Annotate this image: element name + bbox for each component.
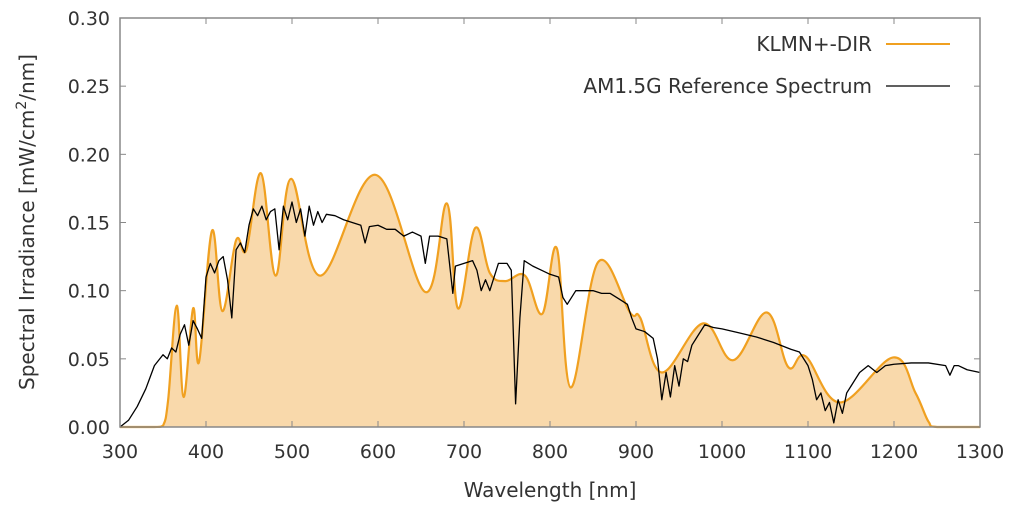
legend-label-am15g: AM1.5G Reference Spectrum bbox=[583, 74, 872, 98]
x-tick-label: 400 bbox=[188, 441, 224, 463]
x-tick-label: 900 bbox=[618, 441, 654, 463]
y-tick-label: 0.05 bbox=[68, 349, 110, 371]
x-tick-label: 600 bbox=[360, 441, 396, 463]
x-tick-label: 1100 bbox=[784, 441, 832, 463]
y-axis-ticks: 0.00 0.05 0.10 0.15 0.20 0.25 0.30 bbox=[68, 8, 980, 439]
x-tick-label: 700 bbox=[446, 441, 482, 463]
x-tick-label: 800 bbox=[532, 441, 568, 463]
am15g-series-line bbox=[119, 201, 981, 428]
x-axis-ticks: 300 400 500 600 700 800 900 1000 1100 1200 1300 bbox=[102, 18, 1004, 463]
plot-marks bbox=[119, 172, 981, 429]
x-tick-label: 500 bbox=[274, 441, 310, 463]
x-axis-label: Wavelength [nm] bbox=[464, 478, 637, 502]
x-tick-label: 1000 bbox=[698, 441, 746, 463]
x-tick-label: 300 bbox=[102, 441, 138, 463]
klmn-series-line bbox=[120, 172, 980, 429]
legend-label-klmn: KLMN+-DIR bbox=[756, 32, 872, 56]
x-tick-label: 1200 bbox=[870, 441, 918, 463]
y-tick-label: 0.00 bbox=[68, 417, 110, 439]
y-axis-label: Spectral Irradiance [mW/cm2/nm] bbox=[14, 54, 39, 390]
x-tick-label: 1300 bbox=[956, 441, 1004, 463]
legend: KLMN+-DIR AM1.5G Reference Spectrum bbox=[583, 32, 950, 98]
y-tick-label: 0.20 bbox=[68, 144, 110, 166]
klmn-area-fill bbox=[120, 173, 980, 427]
y-tick-label: 0.10 bbox=[68, 281, 110, 303]
y-tick-label: 0.25 bbox=[68, 76, 110, 98]
y-tick-label: 0.15 bbox=[68, 213, 110, 235]
y-tick-label: 0.30 bbox=[68, 8, 110, 30]
